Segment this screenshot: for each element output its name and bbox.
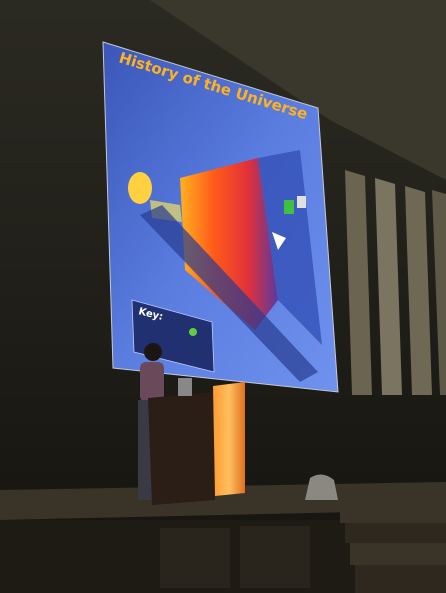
- diagram-blue: [258, 150, 322, 345]
- diagram-arrow: [272, 232, 286, 250]
- timeline-strip: [140, 205, 318, 382]
- key-dot: [189, 328, 197, 336]
- podium: [148, 392, 215, 505]
- diagram-icon: [297, 196, 306, 208]
- diagram-icon: [284, 200, 294, 214]
- diagram-wedge: [180, 158, 278, 330]
- stage-panels: [160, 526, 310, 588]
- ceiling: [150, 0, 446, 180]
- wall-panels: [345, 170, 446, 395]
- laptop: [178, 378, 192, 396]
- floor-monitor: [305, 474, 338, 500]
- podium-light-panel: [213, 382, 245, 496]
- big-bang-glow: [128, 172, 152, 204]
- steps: [340, 505, 446, 593]
